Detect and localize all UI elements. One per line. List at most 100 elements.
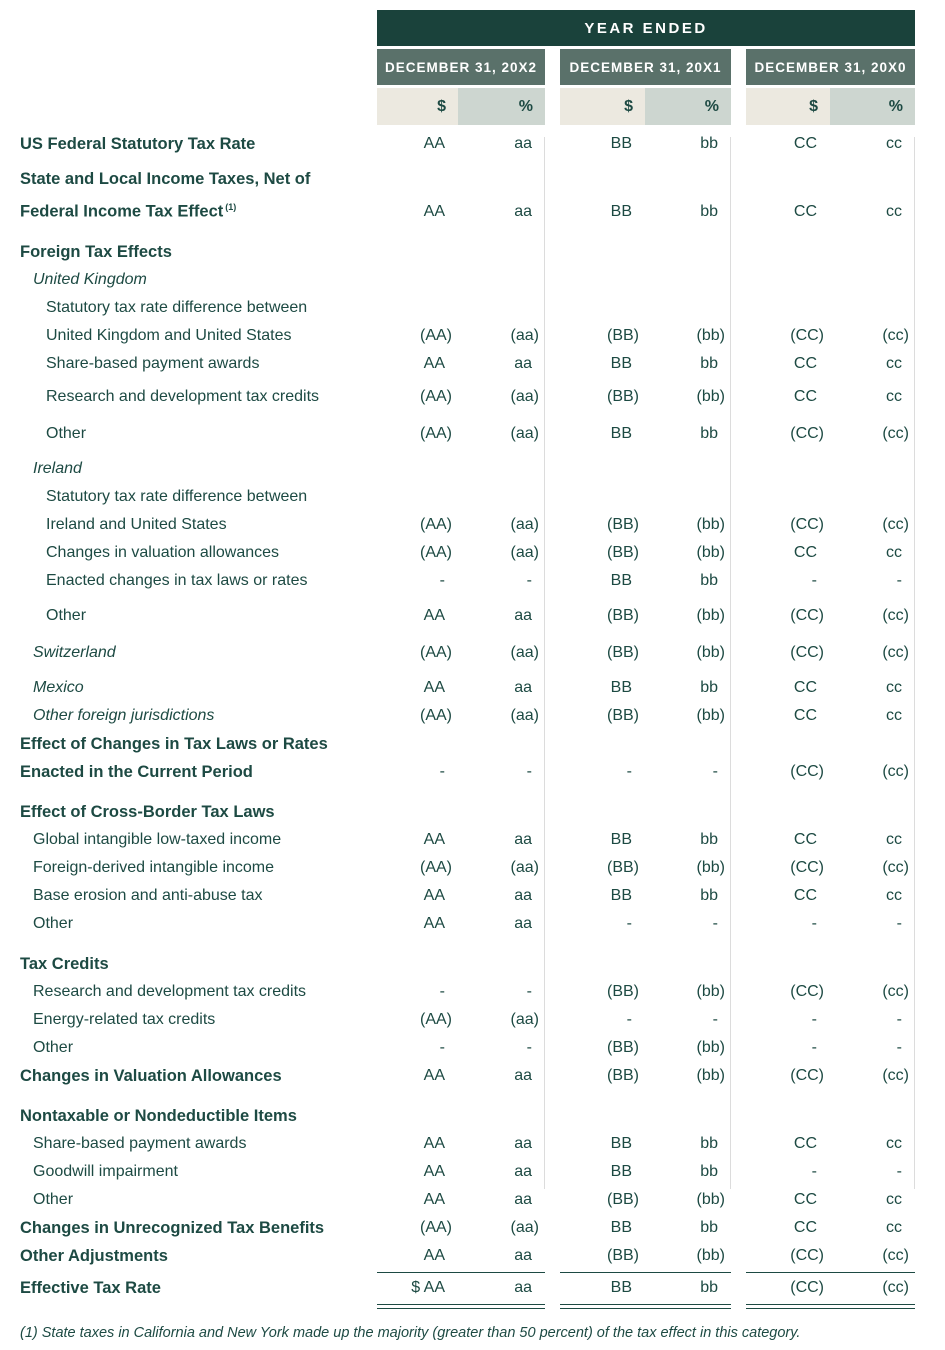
value-cell: - (645, 730, 731, 786)
column-gap (545, 1158, 560, 1186)
value-text: - (896, 1010, 902, 1028)
value-cell: cc (830, 826, 915, 854)
value-cell: (BB) (560, 1186, 645, 1214)
value-cell: (CC) (746, 854, 830, 882)
value-cell: CC (746, 1214, 830, 1242)
value-cell: (bb) (645, 294, 731, 350)
value-cell: BB (560, 1273, 645, 1303)
row-label: Effective Tax Rate (0, 1273, 377, 1303)
total-rule (377, 1303, 945, 1309)
value-cell: (BB) (560, 639, 645, 667)
row-label-line: Research and development tax credits (46, 383, 377, 411)
value-text: aa (514, 1134, 532, 1152)
value-cell: cc (830, 383, 915, 411)
value-cell: aa (458, 1186, 545, 1214)
table-row: Global intangible low-taxed income AA aa BB… (0, 826, 945, 854)
row-label-text: Other (46, 606, 87, 624)
row-label-text: State and Local Income Taxes, Net of (20, 170, 311, 188)
row-label: Statutory tax rate difference between Ire… (0, 483, 377, 539)
value-cell: - (560, 910, 645, 938)
table-row: Other AA aa (BB) (bb) CC cc (0, 1186, 945, 1214)
row-label-line: State and Local Income Taxes, Net of (20, 165, 377, 193)
row-label-line: Switzerland (33, 639, 377, 667)
value-text: (CC) (790, 643, 824, 661)
group-separator-line (544, 137, 545, 1189)
column-gap (731, 826, 746, 854)
percent-subheader: % (830, 88, 915, 125)
column-gap (545, 882, 560, 910)
value-cell: (AA) (377, 1006, 458, 1034)
value-text: - (896, 914, 902, 932)
value-cell: (AA) (377, 702, 458, 730)
year-ended-header-bar: YEAR ENDED (377, 10, 915, 46)
value-cell: - (746, 567, 830, 595)
column-gap (545, 1034, 560, 1062)
column-header-20x0: DECEMBER 31, 20X0 (746, 49, 915, 85)
value-text: (BB) (607, 706, 639, 724)
value-text: (bb) (696, 858, 725, 876)
value-cell: (aa) (458, 702, 545, 730)
value-text: AA (423, 830, 445, 848)
value-text: BB (610, 886, 632, 904)
row-label-text: Federal Income Tax Effect (20, 202, 224, 221)
row-label-line: Enacted changes in tax laws or rates (46, 567, 377, 595)
value-text: (cc) (882, 515, 909, 533)
value-text: BB (610, 202, 632, 220)
row-label: Other (0, 910, 377, 938)
row-label: Switzerland (0, 639, 377, 667)
row-label: Effect of Changes in Tax Laws or Rates En… (0, 730, 377, 786)
value-text: (cc) (882, 1246, 909, 1264)
column-gap (545, 1242, 560, 1270)
value-cell: - (377, 1034, 458, 1062)
value-text: (bb) (696, 1038, 725, 1056)
value-cell: (BB) (560, 978, 645, 1006)
value-text: CC (793, 886, 817, 904)
value-cell: - (377, 978, 458, 1006)
value-text: CC (793, 678, 817, 696)
value-cell: (aa) (458, 1214, 545, 1242)
value-cell: (CC) (746, 483, 830, 539)
value-text: (CC) (790, 1278, 824, 1296)
value-text: - (626, 914, 632, 932)
table-row: Base erosion and anti-abuse tax AA aa BB bb C… (0, 882, 945, 910)
value-text: (aa) (510, 424, 539, 442)
value-cell: aa (458, 130, 545, 158)
value-cell: (AA) (377, 1214, 458, 1242)
row-label-text: Share-based payment awards (46, 354, 260, 372)
dollar-percent-subheader-row: $ % $ % $ % (377, 88, 945, 125)
value-text: CC (793, 354, 817, 372)
value-text: aa (514, 914, 532, 932)
column-gap (545, 539, 560, 567)
row-label-text: Enacted in the Current Period (20, 762, 253, 781)
value-cell: (cc) (830, 854, 915, 882)
value-text: cc (886, 886, 902, 904)
value-cell: - (458, 978, 545, 1006)
value-cell: aa (458, 1242, 545, 1270)
value-cell: bb (645, 1130, 731, 1158)
table-row: Nontaxable or Nondeductible Items (0, 1102, 945, 1130)
value-cell: - (830, 567, 915, 595)
value-cell: (aa) (458, 854, 545, 882)
value-text: cc (886, 678, 902, 696)
row-label-text: Other (33, 914, 74, 932)
value-cell: (AA) (377, 483, 458, 539)
row-label: State and Local Income Taxes, Net of Fede… (0, 165, 377, 226)
table-row: United Kingdom (0, 266, 945, 294)
column-gap (731, 350, 746, 378)
table-row: State and Local Income Taxes, Net of Fede… (0, 165, 945, 226)
row-label: US Federal Statutory Tax Rate (0, 130, 377, 158)
column-gap (731, 567, 746, 595)
value-text: - (896, 1162, 902, 1180)
value-text: bb (700, 135, 718, 152)
value-cell: (AA) (377, 383, 458, 411)
value-text: - (811, 1162, 817, 1180)
table-row: Statutory tax rate difference between Uni… (0, 294, 945, 350)
value-text: - (712, 762, 718, 780)
value-text: - (712, 1010, 718, 1028)
value-text: (CC) (790, 858, 824, 876)
dollar-subheader: $ (746, 88, 830, 125)
value-text: bb (700, 1162, 718, 1180)
value-cell: (bb) (645, 854, 731, 882)
value-cell: - (746, 1006, 830, 1034)
table-row: Foreign-derived intangible income (AA) (aa… (0, 854, 945, 882)
